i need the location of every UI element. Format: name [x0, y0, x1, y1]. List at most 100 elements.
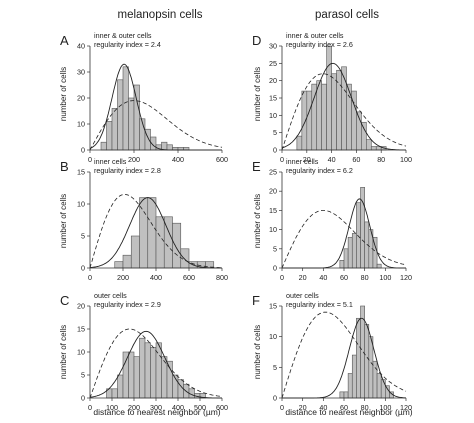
ytick-label-b-0: 0 [81, 264, 85, 273]
ytick-label-f-1: 5 [273, 363, 277, 372]
bar-c-1 [111, 388, 118, 399]
bar-c-10 [161, 356, 168, 399]
bar-d-3 [311, 83, 318, 151]
bar-f-11 [385, 385, 390, 399]
ylabel-right-top: number of cells [253, 67, 262, 121]
bar-b-4 [147, 197, 157, 269]
xtick-label-f-5: 100 [379, 403, 391, 412]
panel-f: 0 5 10 15 0 20 40 60 80 100 120 F outer cellsregular… [252, 291, 412, 412]
subtitle-d-1: regularity index = 2.6 [286, 40, 353, 49]
bar-f-8 [372, 360, 378, 399]
bar-d-15 [370, 146, 377, 151]
ytick-label-a-3: 30 [77, 68, 85, 77]
bar-c-2 [117, 374, 124, 399]
bar-a-1 [106, 121, 113, 151]
ytick-label-a-4: 40 [77, 42, 85, 51]
ytick-label-c-0: 0 [81, 394, 85, 403]
bar-d-1 [301, 90, 308, 151]
ytick-label-b-1: 5 [81, 232, 85, 241]
xtick-label-d-1: 20 [303, 155, 311, 164]
bar-f-4 [356, 317, 361, 399]
dashed-curve-b [89, 193, 223, 269]
subtitle-d-0: inner & outer cells [286, 31, 344, 40]
bar-a-2 [111, 108, 118, 151]
ytick-label-d-0: 0 [273, 146, 277, 155]
ylabel-left-middle: number of cells [59, 194, 68, 248]
column-title-parasol: parasol cells [315, 9, 379, 21]
dashed-curve-e [281, 209, 407, 269]
ytick-label-f-0: 0 [273, 394, 277, 403]
xtick-label-c-6: 600 [216, 403, 228, 412]
xtick-label-a-2: 400 [172, 155, 184, 164]
xtick-label-e-6: 120 [400, 273, 412, 282]
ytick-label-e-2: 10 [269, 225, 277, 234]
bar-e-9 [376, 263, 382, 269]
ytick-label-d-4: 20 [269, 76, 277, 85]
panel-letter-b: B [60, 159, 69, 174]
xtick-label-e-0: 0 [280, 273, 284, 282]
xtick-label-f-0: 0 [280, 403, 284, 412]
ylabel-right-middle: number of cells [253, 194, 262, 248]
bar-d-5 [321, 83, 327, 151]
bar-b-1 [122, 254, 132, 269]
xlabel-right: distance to nearest neighbor (µm) [285, 407, 412, 417]
xtick-label-c-5: 500 [194, 403, 206, 412]
ytick-label-f-2: 10 [269, 332, 277, 341]
ylabel-left-top: number of cells [59, 67, 68, 121]
ytick-label-d-6: 30 [269, 42, 277, 51]
bar-f-9 [376, 373, 382, 399]
xtick-label-f-4: 80 [361, 403, 369, 412]
ytick-label-d-2: 10 [269, 111, 277, 120]
panel-letter-e: E [252, 159, 261, 174]
bar-f-7 [368, 336, 374, 399]
bar-f-2 [347, 373, 353, 399]
ytick-label-e-4: 20 [269, 187, 277, 196]
xtick-label-a-3: 600 [216, 155, 228, 164]
xtick-label-b-2: 400 [150, 273, 162, 282]
subtitle-e-1: regularity index = 6.2 [286, 166, 353, 175]
bar-a-11 [161, 141, 168, 151]
ytick-label-d-3: 15 [269, 94, 277, 103]
xtick-label-e-4: 80 [361, 273, 369, 282]
solid-curve-d [281, 62, 406, 151]
bar-e-2 [347, 236, 353, 269]
subtitle-f-1: regularity index = 5.1 [286, 300, 353, 309]
ytick-label-a-1: 10 [77, 120, 85, 129]
bar-c-8 [150, 347, 157, 399]
ylabel-left-bottom: number of cells [59, 325, 68, 379]
subtitle-c-0: outer cells [94, 291, 127, 300]
bar-a-12 [166, 144, 173, 151]
bar-c-11 [166, 360, 173, 399]
xtick-label-e-5: 100 [379, 273, 391, 282]
ytick-label-a-2: 20 [77, 94, 85, 103]
panel-letter-a: A [60, 33, 69, 48]
bar-c-4 [128, 351, 135, 399]
ytick-label-d-1: 5 [273, 128, 277, 137]
xtick-label-f-2: 40 [319, 403, 327, 412]
bar-d-2 [306, 90, 313, 151]
xtick-label-e-2: 40 [319, 273, 327, 282]
bar-a-4 [122, 66, 129, 151]
xtick-label-b-1: 200 [117, 273, 129, 282]
solid-curve-b [89, 197, 222, 269]
xtick-label-a-0: 0 [88, 155, 92, 164]
xtick-label-c-1: 100 [106, 403, 118, 412]
solid-curve-c [89, 330, 222, 399]
panel-d: 0 5 10 15 20 25 30 0 20 40 60 80 100 D inner & outer c… [252, 31, 412, 164]
xtick-label-d-4: 80 [377, 155, 385, 164]
subtitle-b-0: inner cells [94, 157, 127, 166]
subtitle-a-1: regularity index = 2.4 [94, 40, 161, 49]
bar-f-10 [380, 379, 386, 399]
bar-b-3 [139, 197, 149, 269]
xtick-label-f-1: 20 [299, 403, 307, 412]
xlabel-left: distance to nearest neighbor (µm) [93, 407, 220, 417]
subtitle-a-0: inner & outer cells [94, 31, 152, 40]
ytick-label-b-2: 10 [77, 200, 85, 209]
ytick-label-e-3: 15 [269, 206, 277, 215]
bar-a-0 [100, 141, 107, 151]
xtick-label-e-1: 20 [299, 273, 307, 282]
dashed-curve-c [89, 328, 223, 399]
